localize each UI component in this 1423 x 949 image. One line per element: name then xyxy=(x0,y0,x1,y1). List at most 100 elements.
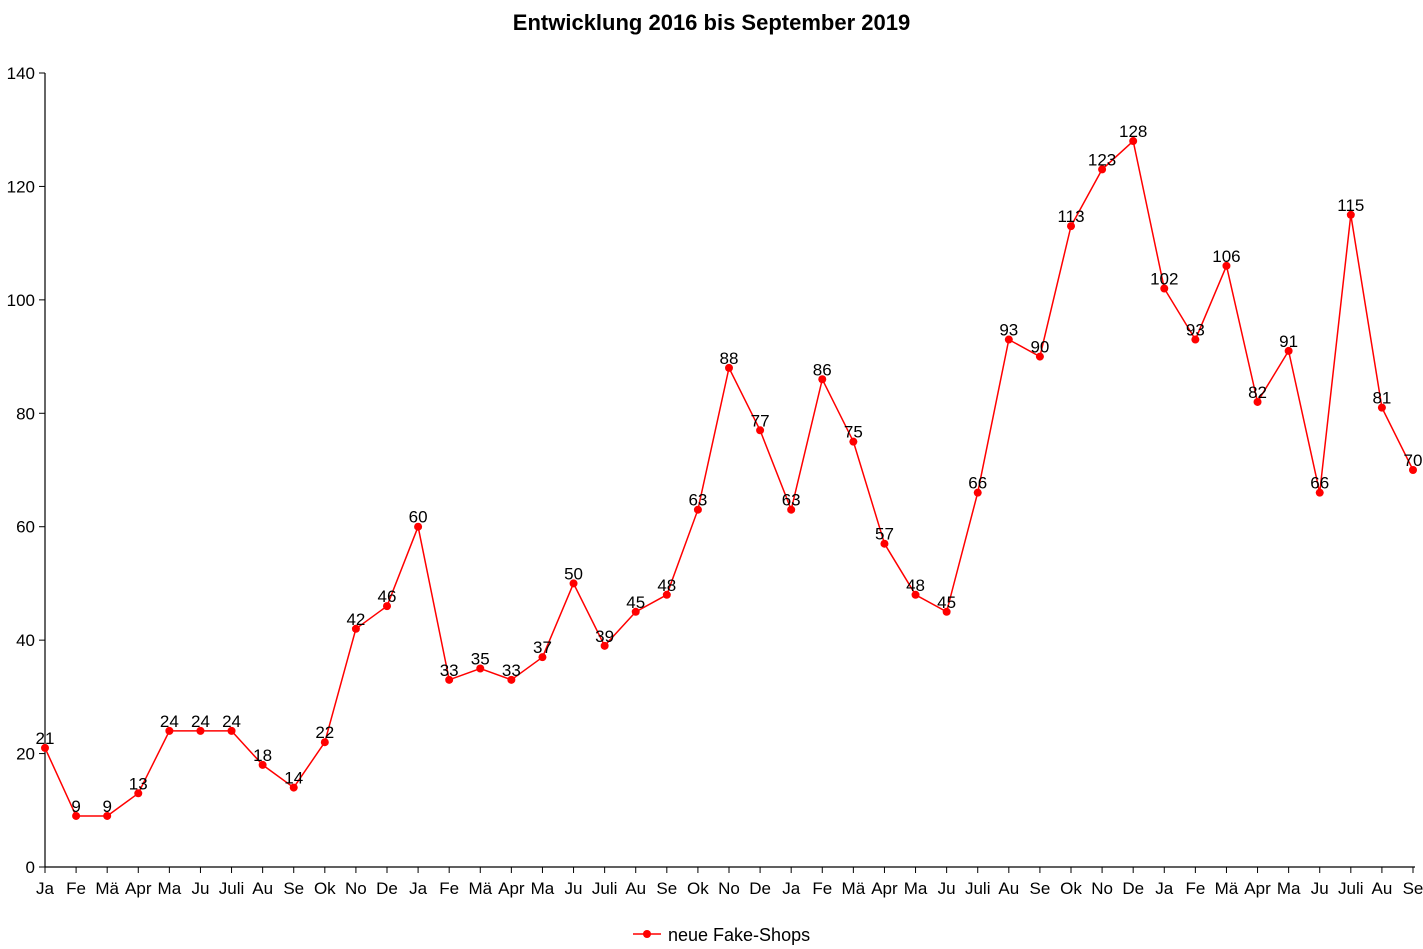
x-tick-label: No xyxy=(1091,879,1113,898)
data-point xyxy=(1222,261,1231,270)
legend-dot-marker xyxy=(643,930,651,938)
x-tick-label: Ok xyxy=(687,879,709,898)
y-tick-label: 60 xyxy=(16,518,35,537)
data-point xyxy=(258,760,267,769)
y-tick-label: 40 xyxy=(16,631,35,650)
data-point xyxy=(1067,222,1075,231)
data-point xyxy=(1160,284,1169,293)
data-point xyxy=(134,789,143,798)
data-point xyxy=(631,607,640,616)
x-tick-label: Ju xyxy=(1311,879,1329,898)
data-label: 18 xyxy=(253,746,272,765)
data-point xyxy=(787,505,796,514)
x-tick-label: Juli xyxy=(965,879,991,898)
data-label: 9 xyxy=(71,797,80,816)
x-tick-label: De xyxy=(376,879,398,898)
data-point xyxy=(507,675,516,684)
x-tick-label: Au xyxy=(252,879,273,898)
data-point xyxy=(289,783,298,792)
data-point xyxy=(942,607,951,616)
data-label: 91 xyxy=(1279,332,1298,351)
data-label: 21 xyxy=(36,729,55,748)
data-label: 63 xyxy=(688,491,707,510)
data-label: 50 xyxy=(564,564,583,583)
x-tick-label: Ju xyxy=(191,879,209,898)
data-point xyxy=(165,726,174,735)
axes xyxy=(44,73,1415,868)
legend: neue Fake-Shops xyxy=(633,925,810,945)
data-point xyxy=(72,811,81,820)
x-axis-ticks: Ja Fe Mä Apr Ma Ju Juli Au Se Ok No De Ja Fe Mä Apr Ma Ju… xyxy=(36,867,1423,898)
x-tick-label: No xyxy=(345,879,367,898)
data-label: 102 xyxy=(1150,270,1178,289)
data-point xyxy=(227,726,236,735)
data-label: 81 xyxy=(1372,389,1391,408)
data-label: 75 xyxy=(844,423,863,442)
data-point xyxy=(600,641,609,650)
data-label: 90 xyxy=(1030,338,1049,357)
legend-entry: neue Fake-Shops xyxy=(668,925,810,945)
x-tick-label: Ju xyxy=(938,879,956,898)
x-tick-label: Ju xyxy=(565,879,583,898)
data-point xyxy=(973,488,982,497)
x-tick-label: Ja xyxy=(1155,879,1174,898)
data-label: 48 xyxy=(906,576,925,595)
x-tick-label: No xyxy=(718,879,740,898)
data-label: 115 xyxy=(1337,196,1364,215)
x-tick-label: Au xyxy=(998,879,1019,898)
data-label: 42 xyxy=(346,610,365,629)
data-point xyxy=(662,590,671,599)
y-tick-label: 100 xyxy=(7,291,35,310)
y-tick-label: 140 xyxy=(7,64,35,83)
data-label: 46 xyxy=(378,587,397,606)
x-tick-label: Fe xyxy=(1185,879,1205,898)
x-tick-label: Ja xyxy=(782,879,801,898)
data-point xyxy=(1409,466,1417,474)
chart-title: Entwicklung 2016 bis September 2019 xyxy=(512,10,911,35)
series-group xyxy=(41,137,1417,820)
data-label: 106 xyxy=(1212,247,1240,266)
data-point xyxy=(911,590,920,599)
x-tick-label: Juli xyxy=(592,879,618,898)
y-tick-label: 120 xyxy=(7,177,35,196)
data-point xyxy=(1315,488,1324,497)
data-point xyxy=(1284,346,1293,355)
x-tick-label: Se xyxy=(1030,879,1051,898)
data-point xyxy=(445,675,454,684)
y-tick-label: 20 xyxy=(16,745,35,764)
data-label: 70 xyxy=(1404,451,1423,470)
x-tick-label: Fe xyxy=(812,879,832,898)
y-axis-ticks: 0 20 40 60 80 100 120 140 xyxy=(7,64,45,877)
data-point xyxy=(693,505,702,514)
x-tick-label: Juli xyxy=(219,879,245,898)
data-label: 9 xyxy=(102,797,111,816)
data-point xyxy=(1253,397,1262,406)
x-tick-label: Apr xyxy=(1244,879,1271,898)
data-label: 66 xyxy=(1310,474,1329,493)
data-point xyxy=(476,664,485,673)
data-label: 113 xyxy=(1057,207,1084,226)
data-point xyxy=(1004,335,1013,344)
data-label: 13 xyxy=(129,774,148,793)
data-point xyxy=(320,738,329,747)
data-point xyxy=(538,653,547,662)
data-point xyxy=(414,522,423,531)
x-tick-label: De xyxy=(749,879,771,898)
data-point xyxy=(351,624,360,633)
x-tick-label: Ja xyxy=(36,879,55,898)
data-label: 37 xyxy=(533,638,552,657)
x-tick-label: Se xyxy=(283,879,304,898)
data-label: 77 xyxy=(751,411,770,430)
x-tick-label: Ma xyxy=(158,879,182,898)
data-point xyxy=(849,437,858,446)
data-point xyxy=(196,726,205,735)
x-tick-label: Mä xyxy=(1215,879,1239,898)
x-tick-label: Ja xyxy=(409,879,428,898)
x-tick-label: Juli xyxy=(1338,879,1364,898)
data-point xyxy=(569,579,578,588)
x-tick-label: De xyxy=(1122,879,1144,898)
data-label: 86 xyxy=(813,360,832,379)
x-tick-label: Mä xyxy=(468,879,492,898)
data-label: 45 xyxy=(626,593,645,612)
